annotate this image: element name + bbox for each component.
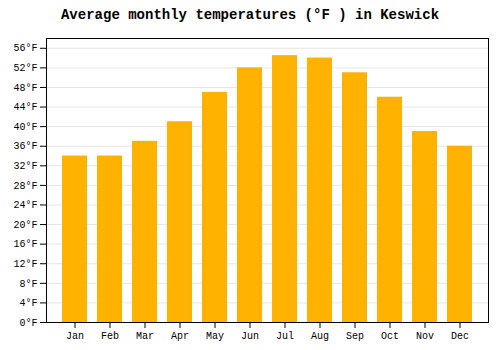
svg-text:40°F: 40°F [13, 122, 37, 133]
svg-text:52°F: 52°F [13, 63, 37, 74]
svg-text:Mar: Mar [136, 331, 154, 342]
svg-text:0°F: 0°F [19, 318, 37, 329]
svg-text:Jun: Jun [241, 331, 259, 342]
svg-text:4°F: 4°F [19, 298, 37, 309]
svg-text:Aug: Aug [311, 331, 329, 342]
svg-text:24°F: 24°F [13, 200, 37, 211]
svg-text:32°F: 32°F [13, 161, 37, 172]
svg-text:56°F: 56°F [13, 43, 37, 54]
svg-text:Jul: Jul [276, 331, 294, 342]
svg-text:12°F: 12°F [13, 259, 37, 270]
svg-text:Oct: Oct [381, 331, 399, 342]
svg-text:44°F: 44°F [13, 102, 37, 113]
svg-text:Dec: Dec [451, 331, 469, 342]
svg-text:Sep: Sep [346, 331, 364, 342]
svg-text:20°F: 20°F [13, 220, 37, 231]
svg-text:28°F: 28°F [13, 181, 37, 192]
svg-text:36°F: 36°F [13, 141, 37, 152]
html-text:Average monthly temperatures (: Average monthly temperatures (°F ) in Ke… [61, 7, 439, 23]
svg-text:May: May [206, 331, 224, 342]
svg-text:Feb: Feb [101, 331, 119, 342]
svg-text:16°F: 16°F [13, 239, 37, 250]
svg-text:8°F: 8°F [19, 279, 37, 290]
svg-text:48°F: 48°F [13, 83, 37, 94]
svg-text:Apr: Apr [171, 331, 189, 342]
svg-text:Jan: Jan [66, 331, 84, 342]
svg-text:Nov: Nov [416, 331, 434, 342]
